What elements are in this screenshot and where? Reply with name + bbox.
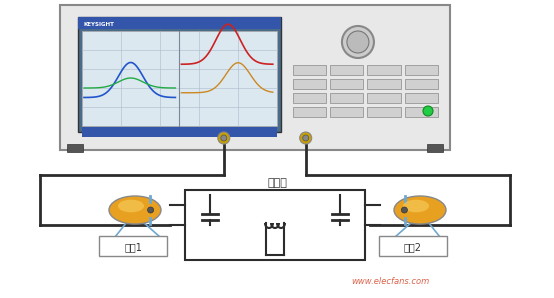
Circle shape <box>300 132 312 144</box>
Bar <box>367 65 401 75</box>
Bar <box>293 65 326 75</box>
Text: 端口1: 端口1 <box>124 242 142 252</box>
Ellipse shape <box>394 196 446 224</box>
Bar <box>405 79 438 89</box>
Bar <box>405 107 438 117</box>
FancyBboxPatch shape <box>379 236 447 256</box>
Bar <box>82 31 277 126</box>
Bar <box>60 5 450 150</box>
Bar <box>78 17 281 132</box>
Bar <box>330 107 363 117</box>
Ellipse shape <box>118 200 144 212</box>
Ellipse shape <box>109 196 161 224</box>
Circle shape <box>402 207 407 213</box>
Bar <box>82 127 277 137</box>
Text: 被测件: 被测件 <box>267 178 287 188</box>
Bar <box>185 190 365 260</box>
Bar <box>427 144 443 152</box>
Bar <box>67 144 83 152</box>
Circle shape <box>342 26 374 58</box>
Text: www.elecfans.com: www.elecfans.com <box>351 277 429 286</box>
Bar <box>78 17 281 29</box>
Bar <box>367 79 401 89</box>
Text: KEYSIGHT: KEYSIGHT <box>83 23 114 27</box>
Bar <box>293 79 326 89</box>
Circle shape <box>218 132 230 144</box>
Bar <box>330 79 363 89</box>
Bar <box>293 107 326 117</box>
Bar <box>405 93 438 103</box>
Bar <box>367 93 401 103</box>
Text: 端口2: 端口2 <box>404 242 422 252</box>
Circle shape <box>147 207 153 213</box>
Bar <box>330 65 363 75</box>
Circle shape <box>347 31 369 53</box>
FancyBboxPatch shape <box>99 236 167 256</box>
Circle shape <box>423 106 433 116</box>
Ellipse shape <box>403 200 429 212</box>
Bar <box>367 107 401 117</box>
Bar <box>405 65 438 75</box>
Circle shape <box>221 135 227 141</box>
Circle shape <box>302 135 309 141</box>
Bar <box>293 93 326 103</box>
Bar <box>330 93 363 103</box>
